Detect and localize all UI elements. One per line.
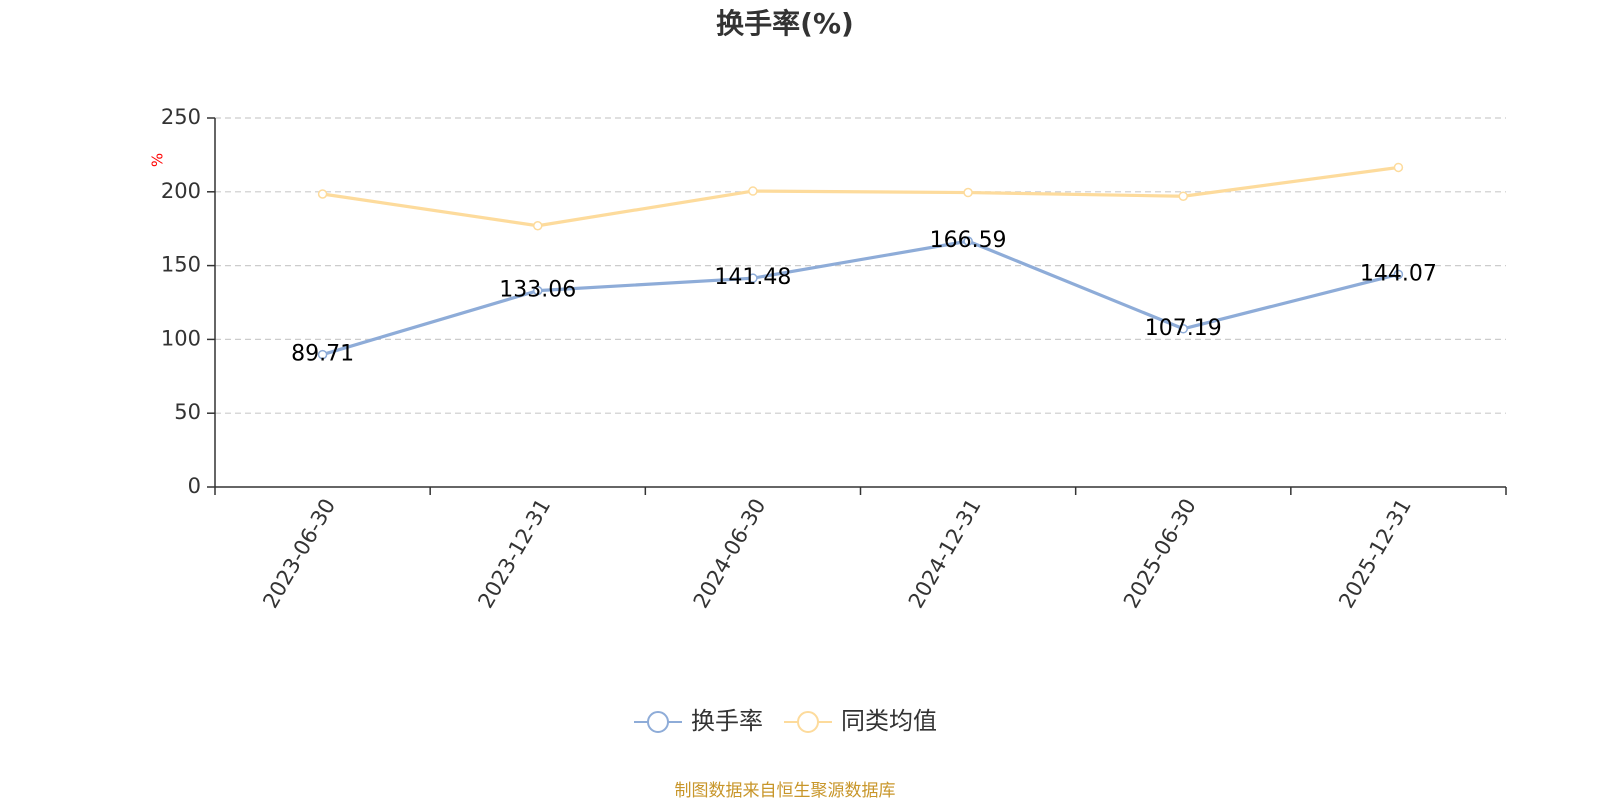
x-tick-label: 2023-06-30 [258,495,340,613]
data-label: 144.07 [1360,261,1437,286]
data-point [748,273,758,283]
grid-lines [215,117,1506,414]
series-lines [317,162,1404,360]
x-tick-label: 2024-12-31 [904,494,986,612]
chart-title: 换手率(%) [716,7,854,40]
x-tick-label: 2025-06-30 [1119,495,1201,613]
series-line-1 [322,165,1399,228]
x-tick-label: 2023-12-31 [473,495,555,613]
data-point [963,236,973,246]
legend-item-1[interactable]: 同类均值 [784,707,937,735]
y-tick-label: 0 [188,474,201,498]
series-line-0 [322,239,1399,357]
data-point [533,220,543,231]
data-point [1178,191,1188,201]
data-label: 141.48 [714,265,791,290]
x-tick-label: 2025-12-31 [1334,495,1416,613]
y-tick-label: 50 [174,400,201,424]
data-point [1393,162,1404,173]
legend-label: 同类均值 [841,707,937,735]
data-label: 166.59 [930,228,1007,253]
data-point [317,189,328,199]
legend-marker [647,711,669,733]
y-tick-label: 250 [161,105,201,129]
y-tick-label: 150 [161,253,201,277]
legend-label: 换手率 [691,707,763,735]
data-point [317,349,328,360]
x-tick-label: 2024-06-30 [689,495,771,613]
data-label: 107.19 [1145,316,1222,341]
y-tick-label: 200 [161,179,201,203]
data-point [533,285,543,296]
y-axis-unit-label: % [149,153,167,167]
data-point [963,187,973,198]
source-note: 制图数据来自恒生聚源数据库 [674,781,896,801]
legend[interactable]: 换手率 同类均值 [634,707,937,735]
data-label: 133.06 [499,278,576,303]
data-point [748,186,758,196]
data-labels: 89.71 133.06 141.48 166.59 107.19 144.07 [291,228,1437,366]
data-point [1178,324,1188,334]
y-tick-label: 100 [161,326,201,350]
data-label: 89.71 [291,342,354,367]
legend-item-0[interactable]: 换手率 [634,707,763,735]
data-point [1393,269,1404,280]
legend-marker [797,711,819,733]
